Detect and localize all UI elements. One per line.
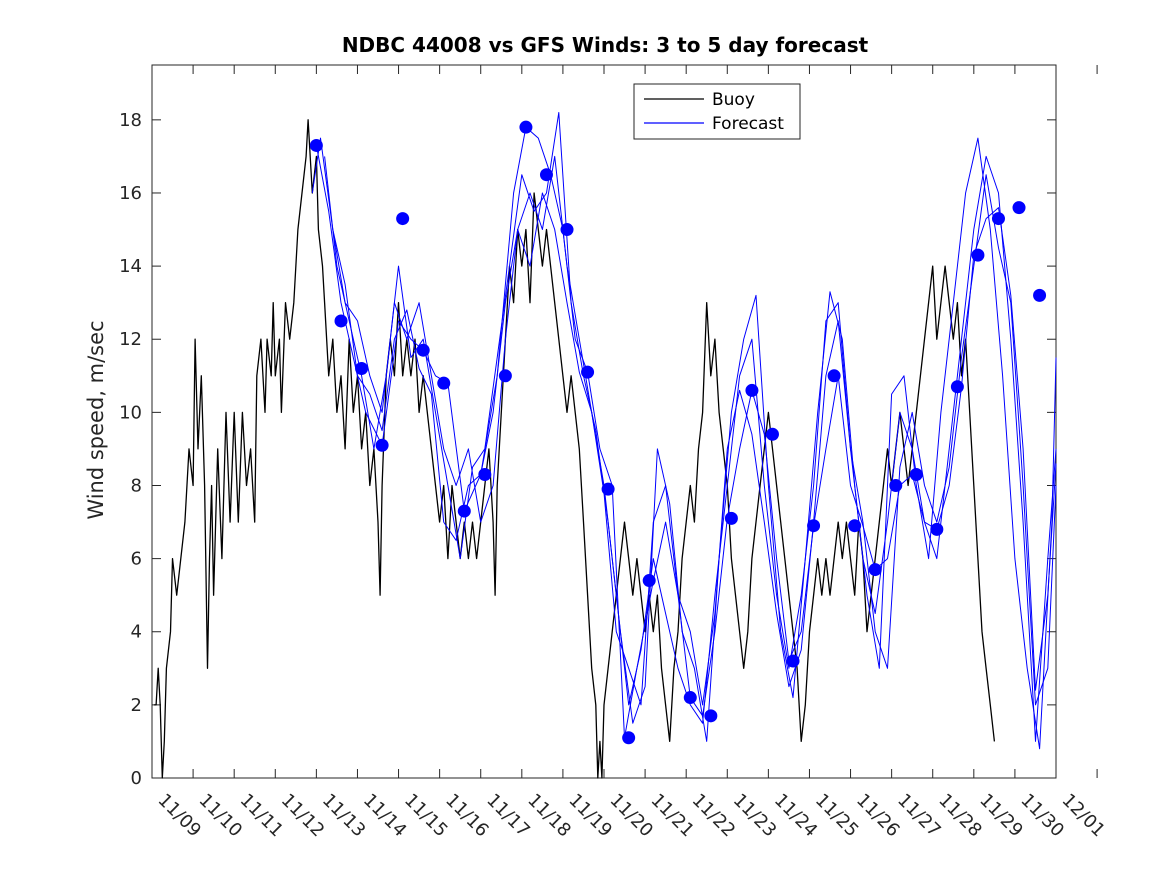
forecast-marker: [827, 369, 841, 383]
forecast-marker: [437, 376, 451, 390]
y-axis-label: Wind speed, m/sec: [84, 320, 108, 519]
forecast-marker: [724, 511, 738, 525]
x-tick-label: 11/19: [564, 790, 616, 842]
x-tick-label: 11/30: [1016, 790, 1068, 842]
x-tick-label: 11/27: [893, 790, 945, 842]
forecast-marker: [334, 314, 348, 328]
forecast-marker: [560, 223, 574, 237]
legend-label-buoy: Buoy: [712, 90, 755, 110]
x-tick-label: 11/16: [441, 790, 493, 842]
x-tick-label: 11/09: [154, 790, 206, 842]
forecast-marker: [971, 248, 985, 262]
x-tick-label: 11/29: [975, 790, 1027, 842]
forecast-marker: [991, 212, 1005, 226]
forecast-marker: [601, 482, 615, 496]
forecast-marker: [581, 365, 595, 379]
x-tick-label: 11/12: [277, 790, 329, 842]
forecast-marker: [848, 519, 862, 533]
x-tick-label: 11/17: [482, 790, 534, 842]
forecast-marker: [309, 138, 323, 152]
y-tick-label: 2: [131, 695, 142, 716]
forecast-marker: [498, 369, 512, 383]
forecast-marker: [416, 343, 430, 357]
forecast-marker: [539, 168, 553, 182]
forecast-marker: [478, 468, 492, 482]
forecast-marker: [786, 654, 800, 668]
forecast-marker: [355, 361, 369, 375]
forecast-series-line: [332, 174, 1057, 706]
forecast-marker: [642, 574, 656, 588]
y-tick-label: 10: [119, 402, 142, 423]
y-tick-label: 0: [131, 768, 142, 789]
x-tick-label: 11/18: [523, 790, 575, 842]
forecast-marker: [950, 380, 964, 394]
forecast-marker: [930, 522, 944, 536]
y-tick-label: 6: [131, 549, 142, 570]
x-tick-label: 11/21: [647, 790, 699, 842]
x-tick-label: 11/11: [236, 790, 288, 842]
y-tick-label: 16: [119, 183, 142, 204]
forecast-series-line: [324, 112, 1057, 750]
forecast-marker: [457, 504, 471, 518]
forecast-marker: [1012, 201, 1026, 215]
x-tick-label: 11/15: [400, 790, 452, 842]
forecast-marker: [704, 709, 718, 723]
forecast-marker: [396, 212, 410, 226]
forecast-series-line: [311, 137, 1057, 742]
forecast-marker: [889, 478, 903, 492]
y-tick-label: 4: [131, 622, 142, 643]
plot-area: [151, 64, 1057, 779]
x-tick-label: 11/20: [606, 790, 658, 842]
x-tick-label: 11/28: [934, 790, 986, 842]
forecast-marker: [1033, 288, 1047, 302]
x-tick-label: 12/01: [1058, 790, 1110, 842]
y-tick-label: 12: [119, 329, 142, 350]
buoy-series-line: [154, 119, 996, 779]
forecast-marker: [519, 120, 533, 134]
forecast-marker: [807, 519, 821, 533]
forecast-marker: [745, 383, 759, 397]
y-axis: 0 2 4 6 8 10 12 14 16 18: [119, 110, 1056, 789]
x-tick-label: 11/13: [318, 790, 370, 842]
chart-title: NDBC 44008 vs GFS Winds: 3 to 5 day fore…: [342, 33, 869, 57]
y-tick-label: 8: [131, 475, 142, 496]
x-tick-label: 11/10: [195, 790, 247, 842]
forecast-marker: [683, 691, 697, 705]
x-tick-label: 11/26: [852, 790, 904, 842]
forecast-marker: [868, 563, 882, 577]
legend-label-forecast: Forecast: [712, 114, 784, 134]
x-tick-label: 11/24: [770, 790, 822, 842]
x-tick-label: 11/22: [688, 790, 740, 842]
legend-box: [633, 83, 801, 140]
forecast-marker: [375, 438, 389, 452]
forecast-markers: [309, 120, 1047, 745]
x-tick-label: 11/25: [811, 790, 863, 842]
x-tick-label: 11/23: [729, 790, 781, 842]
forecast-marker: [622, 731, 636, 745]
x-tick-label: 11/14: [359, 790, 411, 842]
plot-frame: [151, 64, 1057, 779]
forecast-marker: [765, 427, 779, 441]
y-tick-label: 14: [119, 256, 142, 277]
y-tick-label: 18: [119, 110, 142, 131]
forecast-marker: [909, 468, 923, 482]
legend: Buoy Forecast: [633, 83, 801, 140]
